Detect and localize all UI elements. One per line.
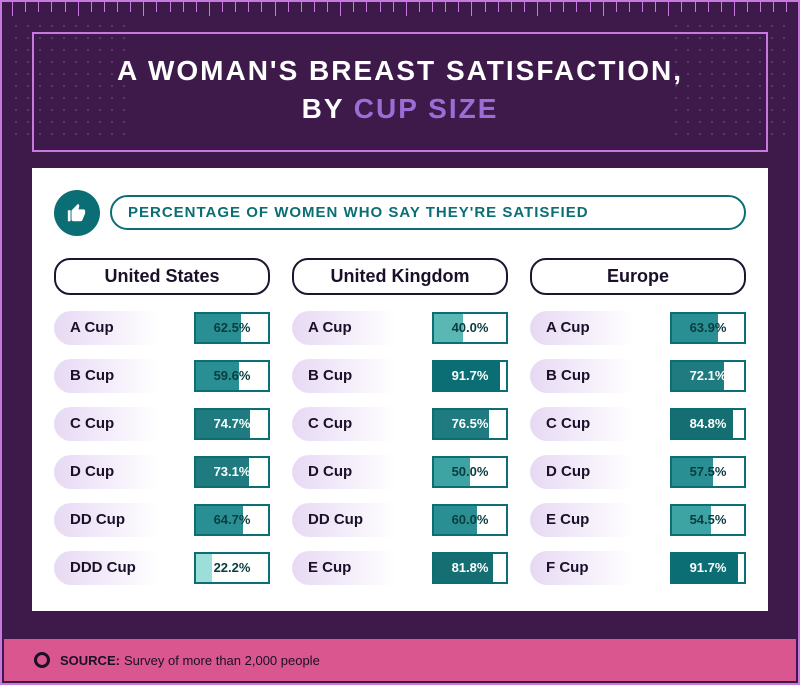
percent-value: 73.1% xyxy=(214,464,251,479)
percent-value: 59.6% xyxy=(214,368,251,383)
column-header: United Kingdom xyxy=(292,258,508,295)
percent-bar: 57.5% xyxy=(670,456,746,488)
percent-value: 62.5% xyxy=(214,320,251,335)
percent-value: 63.9% xyxy=(690,320,727,335)
cup-label: B Cup xyxy=(292,359,422,393)
percent-value: 91.7% xyxy=(690,560,727,575)
source-ring-icon xyxy=(34,652,50,668)
data-row: B Cup 72.1% xyxy=(530,359,746,393)
data-row: C Cup 74.7% xyxy=(54,407,270,441)
title-accent: CUP SIZE xyxy=(354,93,499,124)
cup-label: B Cup xyxy=(530,359,660,393)
percent-bar: 50.0% xyxy=(432,456,508,488)
cup-label: D Cup xyxy=(54,455,184,489)
data-row: D Cup 57.5% xyxy=(530,455,746,489)
percent-bar: 62.5% xyxy=(194,312,270,344)
percent-bar: 74.7% xyxy=(194,408,270,440)
percent-bar: 73.1% xyxy=(194,456,270,488)
percent-value: 54.5% xyxy=(690,512,727,527)
source-strip: SOURCE: Survey of more than 2,000 people xyxy=(4,639,796,681)
column-header: United States xyxy=(54,258,270,295)
cup-label: D Cup xyxy=(292,455,422,489)
percent-value: 76.5% xyxy=(452,416,489,431)
thumb-icon-wrap xyxy=(54,190,100,236)
percent-bar: 40.0% xyxy=(432,312,508,344)
infographic-frame: A WOMAN'S BREAST SATISFACTION, BY CUP SI… xyxy=(0,0,800,685)
cup-label: DD Cup xyxy=(54,503,184,537)
percent-bar: 91.7% xyxy=(670,552,746,584)
percent-bar: 59.6% xyxy=(194,360,270,392)
percent-value: 57.5% xyxy=(690,464,727,479)
cup-label: F Cup xyxy=(530,551,660,585)
cup-label: E Cup xyxy=(292,551,422,585)
source-label: SOURCE: xyxy=(60,653,120,668)
percent-value: 84.8% xyxy=(690,416,727,431)
source-text: Survey of more than 2,000 people xyxy=(124,653,320,668)
percent-value: 22.2% xyxy=(214,560,251,575)
data-row: E Cup 54.5% xyxy=(530,503,746,537)
columns-container: United States A Cup 62.5% B Cup 59.6% C Cup 74… xyxy=(54,258,746,585)
title-line1: A WOMAN'S BREAST SATISFACTION, xyxy=(117,55,683,86)
cup-label: E Cup xyxy=(530,503,660,537)
data-row: C Cup 84.8% xyxy=(530,407,746,441)
cup-label: B Cup xyxy=(54,359,184,393)
ruler-ticks xyxy=(2,2,798,16)
bar-fill xyxy=(196,554,212,582)
cup-label: DDD Cup xyxy=(54,551,184,585)
column-header: Europe xyxy=(530,258,746,295)
data-row: E Cup 81.8% xyxy=(292,551,508,585)
data-row: D Cup 73.1% xyxy=(54,455,270,489)
data-column: Europe A Cup 63.9% B Cup 72.1% C Cup 84.8% D Cu… xyxy=(530,258,746,585)
percent-bar: 63.9% xyxy=(670,312,746,344)
percent-bar: 60.0% xyxy=(432,504,508,536)
data-row: DD Cup 60.0% xyxy=(292,503,508,537)
data-row: A Cup 62.5% xyxy=(54,311,270,345)
cup-label: A Cup xyxy=(292,311,422,345)
data-row: B Cup 59.6% xyxy=(54,359,270,393)
percent-bar: 81.8% xyxy=(432,552,508,584)
cup-label: C Cup xyxy=(292,407,422,441)
title-line2-prefix: BY xyxy=(302,93,354,124)
cup-label: DD Cup xyxy=(292,503,422,537)
subhead-bold: THEY'RE SATISFIED xyxy=(426,204,589,221)
cup-label: C Cup xyxy=(530,407,660,441)
title-box: A WOMAN'S BREAST SATISFACTION, BY CUP SI… xyxy=(32,32,768,152)
subhead-row: PERCENTAGE OF WOMEN WHO SAY THEY'RE SATI… xyxy=(54,190,746,236)
percent-bar: 64.7% xyxy=(194,504,270,536)
percent-bar: 22.2% xyxy=(194,552,270,584)
percent-value: 64.7% xyxy=(214,512,251,527)
cup-label: A Cup xyxy=(54,311,184,345)
data-row: B Cup 91.7% xyxy=(292,359,508,393)
subhead-pill: PERCENTAGE OF WOMEN WHO SAY THEY'RE SATI… xyxy=(110,195,746,230)
percent-value: 72.1% xyxy=(690,368,727,383)
data-row: C Cup 76.5% xyxy=(292,407,508,441)
percent-value: 81.8% xyxy=(452,560,489,575)
data-column: United States A Cup 62.5% B Cup 59.6% C Cup 74… xyxy=(54,258,270,585)
percent-bar: 76.5% xyxy=(432,408,508,440)
subhead-prefix: PERCENTAGE OF WOMEN WHO SAY xyxy=(128,204,426,221)
data-row: DDD Cup 22.2% xyxy=(54,551,270,585)
data-row: D Cup 50.0% xyxy=(292,455,508,489)
data-row: A Cup 40.0% xyxy=(292,311,508,345)
percent-value: 50.0% xyxy=(452,464,489,479)
data-row: F Cup 91.7% xyxy=(530,551,746,585)
percent-bar: 84.8% xyxy=(670,408,746,440)
percent-bar: 54.5% xyxy=(670,504,746,536)
percent-value: 60.0% xyxy=(452,512,489,527)
cup-label: D Cup xyxy=(530,455,660,489)
data-row: DD Cup 64.7% xyxy=(54,503,270,537)
thumbs-up-icon xyxy=(54,190,100,236)
cup-label: C Cup xyxy=(54,407,184,441)
content-card: PERCENTAGE OF WOMEN WHO SAY THEY'RE SATI… xyxy=(32,168,768,611)
data-row: A Cup 63.9% xyxy=(530,311,746,345)
data-column: United Kingdom A Cup 40.0% B Cup 91.7% C Cup 7… xyxy=(292,258,508,585)
percent-bar: 72.1% xyxy=(670,360,746,392)
main-title: A WOMAN'S BREAST SATISFACTION, BY CUP SI… xyxy=(54,52,746,128)
percent-value: 74.7% xyxy=(214,416,251,431)
percent-value: 91.7% xyxy=(452,368,489,383)
percent-value: 40.0% xyxy=(452,320,489,335)
cup-label: A Cup xyxy=(530,311,660,345)
percent-bar: 91.7% xyxy=(432,360,508,392)
